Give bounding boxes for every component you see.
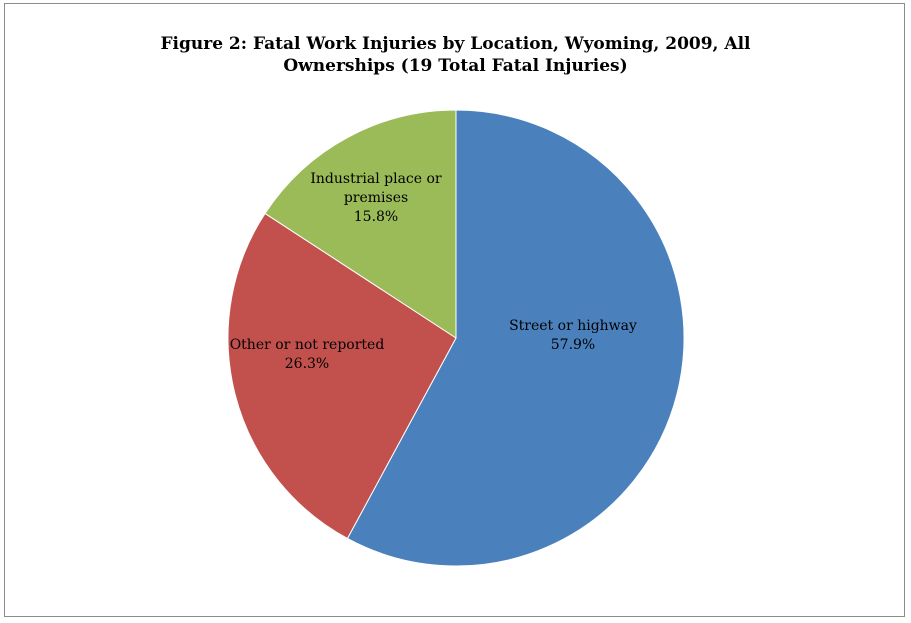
- slice-label-other-or-not-reported: Other or not reported 26.3%: [230, 337, 385, 372]
- slice-label-street-or-highway: Street or highway 57.9%: [509, 318, 637, 353]
- pie-slice-industrial-place-or-premises: [264, 109, 457, 339]
- slice-label-line: Street or highway: [509, 318, 637, 334]
- pie-slices: [227, 109, 685, 567]
- slice-label-industrial-place-or-premises: Industrial place or premises 15.8%: [310, 171, 442, 225]
- pie-labels: Street or highway 57.9% Other or not repor…: [230, 171, 637, 372]
- slice-label-line: Industrial place or: [310, 171, 442, 187]
- pie-slice-street-or-highway: [346, 109, 685, 567]
- chart-title-line-1: Figure 2: Fatal Work Injuries by Locatio…: [160, 34, 751, 54]
- slice-label-line: premises: [344, 190, 408, 206]
- slice-label-line: 57.9%: [551, 337, 595, 353]
- chart-title-line-2: Ownerships (19 Total Fatal Injuries): [283, 56, 628, 76]
- slice-label-line: 15.8%: [354, 209, 398, 225]
- slice-label-line: 26.3%: [285, 356, 329, 372]
- slice-label-line: Other or not reported: [230, 337, 385, 353]
- chart-title: Figure 2: Fatal Work Injuries by Locatio…: [0, 33, 911, 77]
- pie-slice-other-or-not-reported: [227, 212, 457, 540]
